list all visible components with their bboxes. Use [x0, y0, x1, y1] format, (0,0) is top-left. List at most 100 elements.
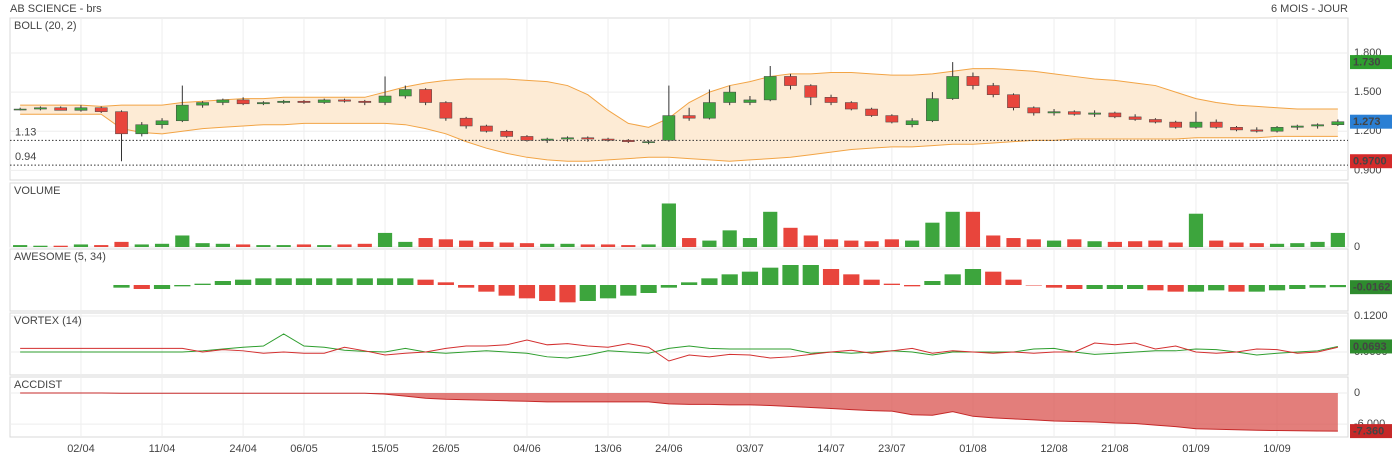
- panel-frame: [9, 182, 1349, 248]
- candle-body: [763, 76, 777, 101]
- volume-bar: [256, 245, 271, 247]
- volume-bar: [317, 245, 332, 247]
- candle-body: [459, 117, 473, 127]
- volume-bar: [661, 203, 676, 247]
- candle-body: [1290, 125, 1304, 128]
- candle-body: [94, 107, 108, 112]
- panel-frame: [9, 17, 1349, 181]
- oscillator-bar: [1147, 285, 1164, 291]
- x-tick-label: 03/07: [736, 443, 764, 455]
- volume-bar: [418, 238, 433, 247]
- volume-bar: [621, 245, 636, 247]
- candle-body: [1027, 107, 1041, 114]
- panel-title: ACCDIST: [14, 379, 63, 391]
- oscillator-bar: [924, 281, 941, 285]
- oscillator-bar: [1268, 285, 1286, 291]
- volume-bar: [1310, 241, 1325, 247]
- candle-body: [1108, 112, 1122, 118]
- x-tick-label: 24/06: [655, 443, 683, 455]
- volume-bar: [884, 239, 899, 247]
- oscillator-bar: [944, 274, 961, 285]
- period: 6 MOIS - JOUR: [1271, 3, 1348, 15]
- x-tick-label: 10/09: [1263, 443, 1291, 455]
- oscillator-bar: [1228, 285, 1245, 292]
- oscillator-bar: [579, 285, 596, 301]
- candle-body: [115, 111, 128, 135]
- oscillator-bar: [458, 285, 475, 288]
- oscillator-bar: [153, 285, 171, 289]
- oscillator-bar: [194, 283, 211, 285]
- x-tick-label: 15/05: [371, 443, 399, 455]
- candle-body: [398, 89, 412, 97]
- y-tick-label: 0.1200: [1354, 310, 1388, 322]
- oscillator-bar: [275, 278, 292, 285]
- candle-body: [135, 124, 149, 135]
- candle-body: [885, 115, 899, 123]
- oscillator-bar: [1045, 285, 1063, 288]
- value-marker-label: 0.0693: [1353, 341, 1387, 353]
- x-tick-label: 12/08: [1040, 443, 1068, 455]
- band-lower: [20, 113, 1338, 162]
- oscillator-bar: [701, 278, 718, 285]
- x-tick-label: 11/04: [149, 443, 176, 455]
- candle-body: [784, 76, 797, 86]
- value-marker-label: -0.0162: [1353, 282, 1390, 294]
- oscillator-bar: [1329, 285, 1346, 288]
- candle-body: [216, 99, 230, 103]
- volume-bar: [276, 245, 291, 247]
- candle-body: [926, 98, 939, 122]
- candle-body: [317, 99, 331, 103]
- oscillator-bar: [802, 265, 819, 285]
- oscillator-bar: [133, 285, 150, 289]
- candle-body: [844, 102, 858, 110]
- value-marker: [1350, 154, 1392, 169]
- oscillator-bar: [660, 285, 677, 288]
- candle-body: [743, 99, 757, 103]
- vortex-line: [20, 339, 1338, 362]
- oscillator-bar: [721, 274, 738, 285]
- candle-body: [966, 76, 980, 86]
- band-upper: [20, 68, 1338, 128]
- y-tick-label: 1.500: [1354, 86, 1382, 98]
- volume-bar: [479, 241, 494, 247]
- oscillator-bar: [1005, 279, 1022, 285]
- volume-bar: [783, 227, 798, 247]
- oscillator-bar: [478, 285, 495, 292]
- volume-bar: [1087, 241, 1102, 247]
- oscillator-bar: [437, 282, 454, 285]
- candle-body: [175, 104, 189, 122]
- x-tick-label: 21/08: [1101, 443, 1129, 455]
- oscillator-bar: [1167, 285, 1184, 292]
- volume-bar: [1168, 242, 1183, 247]
- candle-body: [1270, 127, 1284, 132]
- volume-bar: [945, 211, 960, 247]
- candle-body: [54, 107, 68, 111]
- value-marker: [1350, 339, 1392, 354]
- value-marker-label: 1.730: [1353, 56, 1381, 68]
- value-marker: [1350, 114, 1392, 129]
- volume-bar: [1229, 242, 1244, 247]
- volume-bar: [1249, 243, 1264, 247]
- volume-bar: [134, 244, 149, 247]
- volume-bar: [519, 243, 535, 247]
- candle-body: [946, 76, 960, 99]
- x-tick-label: 23/07: [878, 443, 906, 455]
- value-marker: [1350, 55, 1392, 70]
- candle-body: [1169, 121, 1183, 128]
- volume-bar: [1046, 240, 1062, 247]
- candle-body: [480, 125, 493, 132]
- oscillator-bar: [681, 282, 698, 285]
- candle-body: [13, 108, 27, 111]
- candle-body: [1209, 121, 1223, 128]
- volume-bar: [377, 232, 393, 247]
- volume-bar: [53, 245, 68, 247]
- oscillator-bar: [1025, 285, 1042, 286]
- y-tick-label: 0: [1354, 387, 1360, 399]
- candle-body: [257, 102, 270, 105]
- volume-bar: [33, 245, 48, 247]
- candle-body: [236, 99, 250, 105]
- volume-bar: [763, 211, 778, 247]
- volume-bar: [94, 245, 109, 247]
- candle-body: [338, 99, 351, 102]
